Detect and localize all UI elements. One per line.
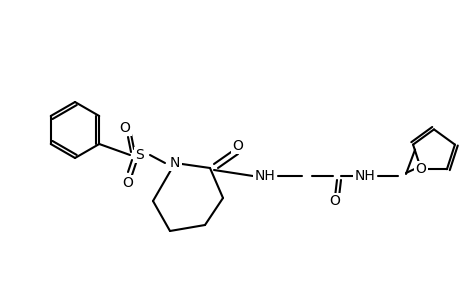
Text: O: O [119, 121, 130, 135]
Text: O: O [122, 176, 133, 190]
Text: O: O [232, 139, 243, 153]
Text: O: O [329, 194, 340, 208]
Text: NH: NH [254, 169, 275, 183]
Text: N: N [169, 156, 180, 170]
Text: S: S [135, 148, 144, 162]
Text: O: O [415, 162, 425, 176]
Text: NH: NH [354, 169, 375, 183]
